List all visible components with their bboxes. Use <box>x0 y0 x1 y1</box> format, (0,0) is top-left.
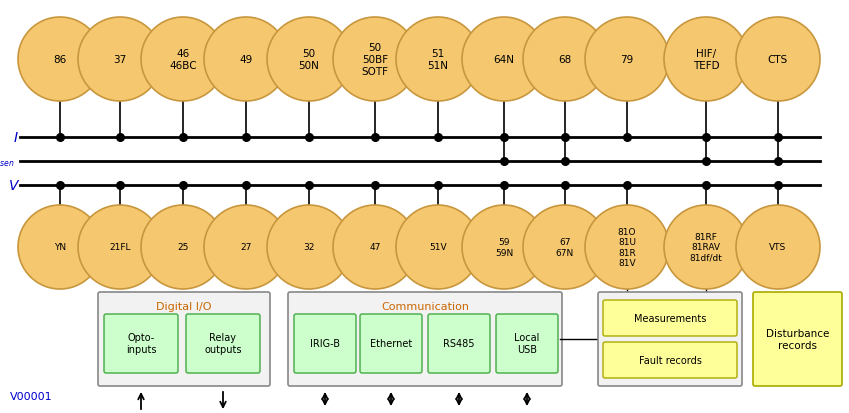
Circle shape <box>267 206 351 289</box>
FancyBboxPatch shape <box>288 292 562 386</box>
Text: 47: 47 <box>369 243 380 252</box>
Text: Digital I/O: Digital I/O <box>156 301 211 311</box>
Text: 46
46BC: 46 46BC <box>169 49 197 71</box>
Circle shape <box>18 206 102 289</box>
Text: 81RF
81RAV
81df/dt: 81RF 81RAV 81df/dt <box>689 233 722 262</box>
Text: 51
51N: 51 51N <box>428 49 448 71</box>
Circle shape <box>333 18 417 102</box>
Text: Relay
outputs: Relay outputs <box>205 332 242 354</box>
Circle shape <box>78 18 162 102</box>
Circle shape <box>18 18 102 102</box>
FancyBboxPatch shape <box>360 314 422 373</box>
Text: IRIG-B: IRIG-B <box>310 338 340 348</box>
Text: 86: 86 <box>53 55 66 65</box>
Circle shape <box>664 18 748 102</box>
Circle shape <box>523 18 607 102</box>
FancyBboxPatch shape <box>98 292 270 386</box>
Text: Opto-
inputs: Opto- inputs <box>126 332 156 354</box>
Text: $I_{sen}$: $I_{sen}$ <box>0 155 15 169</box>
Circle shape <box>585 206 669 289</box>
Text: Disturbance
records: Disturbance records <box>766 328 829 350</box>
Circle shape <box>736 206 820 289</box>
FancyBboxPatch shape <box>598 292 742 386</box>
Circle shape <box>396 206 480 289</box>
Text: Local
USB: Local USB <box>514 332 540 354</box>
FancyBboxPatch shape <box>496 314 558 373</box>
Text: HIF/
TEFD: HIF/ TEFD <box>693 49 719 71</box>
Text: Measurements: Measurements <box>634 313 706 323</box>
Text: 27: 27 <box>240 243 251 252</box>
Circle shape <box>141 18 225 102</box>
FancyBboxPatch shape <box>186 314 260 373</box>
Circle shape <box>141 206 225 289</box>
FancyBboxPatch shape <box>294 314 356 373</box>
Text: 64N: 64N <box>493 55 514 65</box>
Text: 50
50BF
SOTF: 50 50BF SOTF <box>362 43 389 76</box>
Text: CTS: CTS <box>767 55 788 65</box>
Text: 68: 68 <box>559 55 571 65</box>
Circle shape <box>585 18 669 102</box>
Text: 21FL: 21FL <box>110 243 131 252</box>
Text: 51V: 51V <box>430 243 447 252</box>
Text: V00001: V00001 <box>10 391 53 401</box>
Text: 67
67N: 67 67N <box>556 238 574 257</box>
Circle shape <box>78 206 162 289</box>
Text: 59
59N: 59 59N <box>495 238 513 257</box>
Text: 25: 25 <box>177 243 188 252</box>
Circle shape <box>333 206 417 289</box>
Circle shape <box>664 206 748 289</box>
Text: I: I <box>14 131 18 145</box>
Circle shape <box>396 18 480 102</box>
Text: 50
50N: 50 50N <box>299 49 319 71</box>
Circle shape <box>204 206 288 289</box>
Circle shape <box>267 18 351 102</box>
Text: 81O
81U
81R
81V: 81O 81U 81R 81V <box>618 227 636 268</box>
Text: 79: 79 <box>621 55 633 65</box>
Circle shape <box>204 18 288 102</box>
Text: 37: 37 <box>114 55 127 65</box>
Circle shape <box>523 206 607 289</box>
Circle shape <box>736 18 820 102</box>
Text: Communication: Communication <box>381 301 469 311</box>
Text: Fault records: Fault records <box>638 355 701 365</box>
Text: 32: 32 <box>303 243 315 252</box>
Text: RS485: RS485 <box>443 338 475 348</box>
FancyBboxPatch shape <box>603 342 737 378</box>
FancyBboxPatch shape <box>428 314 490 373</box>
Text: Ethernet: Ethernet <box>370 338 412 348</box>
Circle shape <box>462 18 546 102</box>
Text: YN: YN <box>54 243 66 252</box>
Text: V: V <box>8 178 18 192</box>
FancyBboxPatch shape <box>603 300 737 336</box>
FancyBboxPatch shape <box>753 292 842 386</box>
Text: 49: 49 <box>239 55 253 65</box>
Circle shape <box>462 206 546 289</box>
FancyBboxPatch shape <box>104 314 178 373</box>
Text: VTS: VTS <box>769 243 787 252</box>
